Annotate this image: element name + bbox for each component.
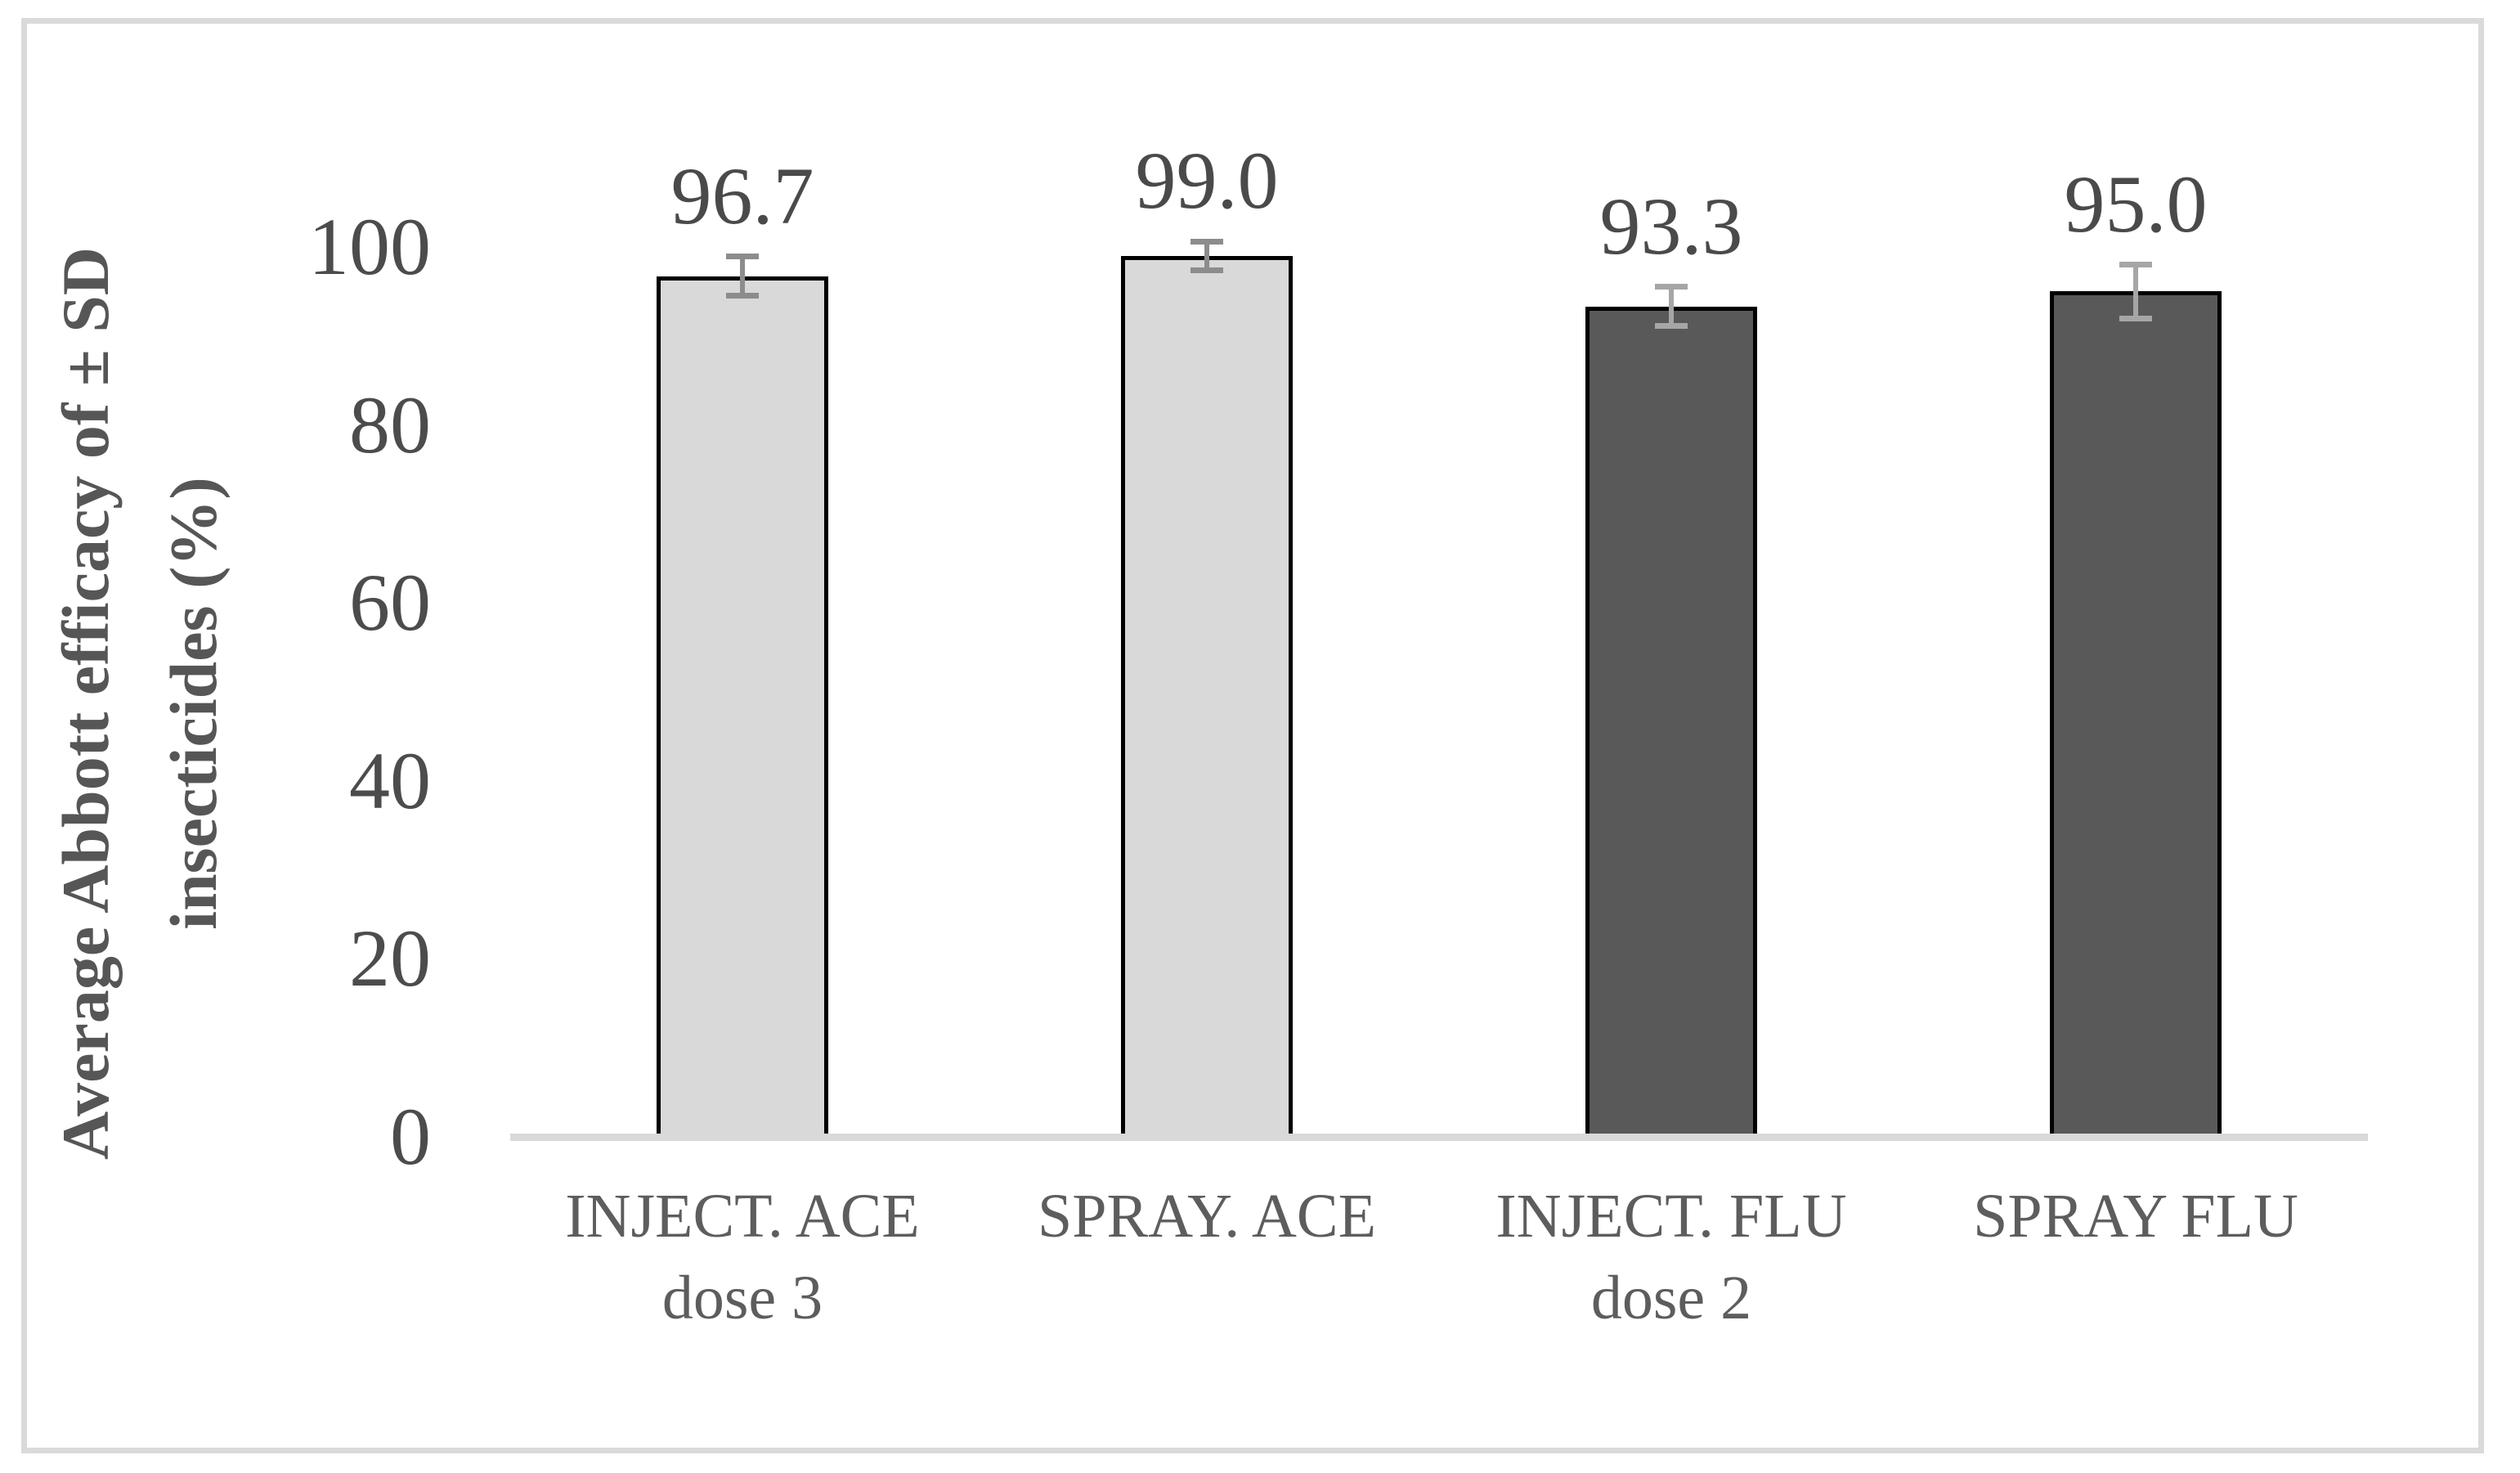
category-label: SPRAY. ACE xyxy=(1037,1182,1377,1251)
figure-frame xyxy=(21,18,2484,1453)
y-tick-label: 100 xyxy=(308,201,431,292)
error-bar-line xyxy=(1204,241,1209,271)
data-label: 93.3 xyxy=(1599,180,1743,272)
error-bar-bottom-cap xyxy=(1190,267,1223,273)
category-sublabel: dose 2 xyxy=(1590,1264,1752,1332)
bar-2 xyxy=(1121,255,1293,1138)
error-bar-bottom-cap xyxy=(2119,315,2152,321)
data-label: 95.0 xyxy=(2064,158,2208,249)
data-label: 96.7 xyxy=(670,150,814,241)
error-bar-line xyxy=(2133,264,2138,319)
y-tick-label: 0 xyxy=(390,1091,431,1182)
error-bar-bottom-cap xyxy=(1655,323,1688,330)
bar-1 xyxy=(657,276,828,1138)
error-bar-top-cap xyxy=(2119,262,2152,268)
y-tick-label: 40 xyxy=(349,734,431,826)
category-label: SPRAY FLU xyxy=(1973,1182,2298,1251)
error-bar-top-cap xyxy=(726,254,759,260)
y-tick-label: 80 xyxy=(349,379,431,470)
y-axis-title-line1: Average Abbott efficacy of ± SD xyxy=(48,246,123,1161)
category-sublabel: dose 3 xyxy=(661,1264,823,1332)
y-tick-label: 20 xyxy=(349,913,431,1004)
category-label: INJECT. FLU xyxy=(1495,1182,1847,1251)
category-label: INJECT. ACE xyxy=(565,1182,920,1251)
bar-3 xyxy=(1585,306,1757,1138)
error-bar-bottom-cap xyxy=(726,293,759,299)
error-bar-line xyxy=(1669,286,1674,326)
data-label: 99.0 xyxy=(1135,135,1279,227)
bar-4 xyxy=(2050,291,2222,1138)
error-bar-line xyxy=(740,256,745,296)
x-axis-line xyxy=(510,1134,2368,1141)
y-tick-label: 60 xyxy=(349,557,431,649)
error-bar-top-cap xyxy=(1655,284,1688,290)
error-bar-top-cap xyxy=(1190,238,1223,245)
